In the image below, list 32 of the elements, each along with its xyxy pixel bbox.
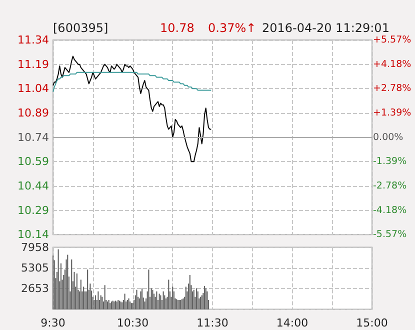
y2-tick-label: -2.78%	[373, 180, 407, 192]
y2-tick-label: +2.78%	[373, 83, 412, 94]
y-tick-label: 10.74	[18, 130, 49, 144]
y2-tick-label: +4.18%	[373, 58, 412, 70]
y-tick-label: 10.44	[18, 179, 49, 192]
y-tick-label: 10.59	[18, 155, 49, 168]
x-tick-label: 15:00	[356, 316, 388, 330]
y2-tick-label: -4.18%	[373, 204, 407, 216]
y-tick-label: 10.89	[18, 106, 49, 120]
y-tick-label: 2653	[21, 282, 49, 296]
y2-tick-label: +5.57%	[373, 34, 412, 46]
text: 10.78	[160, 21, 194, 35]
text: 0.37%↑	[208, 21, 256, 35]
line-series	[52, 72, 212, 92]
y-tick-label: 5305	[21, 261, 49, 274]
y2-tick-label: +1.39%	[373, 108, 412, 119]
y-tick-label: 11.19	[18, 58, 49, 71]
x-tick-label: 10:30	[116, 316, 149, 330]
y-tick-label: 11.34	[18, 34, 49, 46]
line-series	[52, 56, 212, 162]
chart-title: [600395]	[53, 21, 108, 35]
text: 2016-04-20 11:29:01	[262, 21, 390, 35]
y-tick-label: 11.04	[18, 82, 49, 96]
x-tick-label: 14:00	[276, 316, 308, 330]
y2-tick-label: -1.39%	[373, 156, 407, 168]
y-tick-label: 10.14	[18, 228, 49, 242]
y-tick-label: 7958	[21, 240, 49, 254]
y2-tick-label: 0.00%	[373, 132, 404, 143]
y-tick-label: 10.29	[18, 204, 49, 217]
x-tick-label: 11:30	[196, 316, 228, 330]
y2-tick-label: -5.57%	[373, 229, 407, 240]
x-tick-label: 9:30	[40, 316, 66, 330]
